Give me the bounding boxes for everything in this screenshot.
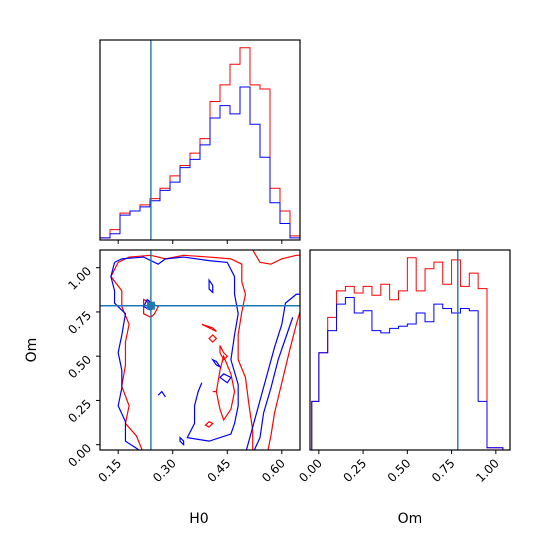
y-tick-label: 1.00 bbox=[65, 264, 94, 293]
x-tick-label: 0.00 bbox=[296, 456, 325, 485]
x-tick-label: 0.30 bbox=[150, 456, 179, 485]
x-tick-label: 0.75 bbox=[429, 456, 458, 485]
red-contour-dash-1 bbox=[201, 323, 217, 332]
blue-contour-island-4 bbox=[179, 436, 185, 447]
contour-lines bbox=[110, 250, 300, 450]
red-contour-right-edge bbox=[267, 309, 300, 450]
y-tick-label: 0.00 bbox=[65, 441, 94, 470]
blue-histogram-series bbox=[99, 86, 301, 240]
y-tick-label: 0.75 bbox=[65, 308, 94, 337]
x-tick-label: 0.50 bbox=[385, 456, 414, 485]
truth-marker bbox=[146, 301, 155, 310]
red-contour-outer-right bbox=[117, 254, 254, 450]
blue-contour-outer bbox=[114, 256, 239, 442]
y-axis-label-om: Om bbox=[24, 338, 40, 363]
blue-contour-island-2 bbox=[210, 358, 222, 369]
x-tick-label: 0.45 bbox=[205, 456, 234, 485]
x-tick-label: 0.60 bbox=[259, 456, 288, 485]
red-contour-left bbox=[110, 262, 143, 450]
x-axis-label-om: Om bbox=[398, 511, 423, 527]
om-histogram-panel bbox=[309, 249, 511, 451]
x-tick-label: 1.00 bbox=[473, 456, 502, 485]
y-tick-label: 0.25 bbox=[65, 397, 94, 426]
red-contour-inner-mid bbox=[215, 354, 236, 422]
x-axis-label-h0: H0 bbox=[189, 511, 208, 527]
blue-contour-island-3 bbox=[219, 373, 232, 384]
red-histogram-series bbox=[311, 257, 504, 450]
y-tick-label: 0.50 bbox=[65, 352, 94, 381]
blue-contour-right-inner bbox=[253, 317, 294, 450]
panel-frame bbox=[99, 39, 301, 241]
red-contour-top-right bbox=[252, 250, 300, 265]
x-tick-label: 0.25 bbox=[340, 456, 369, 485]
blue-contour-right-edge bbox=[245, 293, 300, 450]
red-contour-island-3 bbox=[204, 420, 214, 428]
blue-contour-island-1 bbox=[208, 278, 214, 294]
blue-contour-left bbox=[110, 262, 140, 450]
x-tick-label: 0.15 bbox=[96, 456, 125, 485]
h0-histogram-panel bbox=[99, 39, 301, 244]
blue-contour-dash bbox=[157, 390, 166, 398]
blue-histogram-series bbox=[311, 296, 504, 450]
red-contour-island-2 bbox=[219, 345, 229, 361]
red-contour-island-1 bbox=[208, 334, 218, 343]
panel-frame bbox=[309, 249, 511, 451]
panel-frame bbox=[99, 249, 301, 451]
h0-om-contour-panel bbox=[99, 249, 301, 451]
